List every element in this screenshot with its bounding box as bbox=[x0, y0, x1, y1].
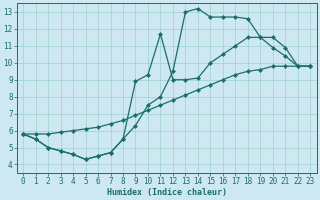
X-axis label: Humidex (Indice chaleur): Humidex (Indice chaleur) bbox=[107, 188, 227, 197]
